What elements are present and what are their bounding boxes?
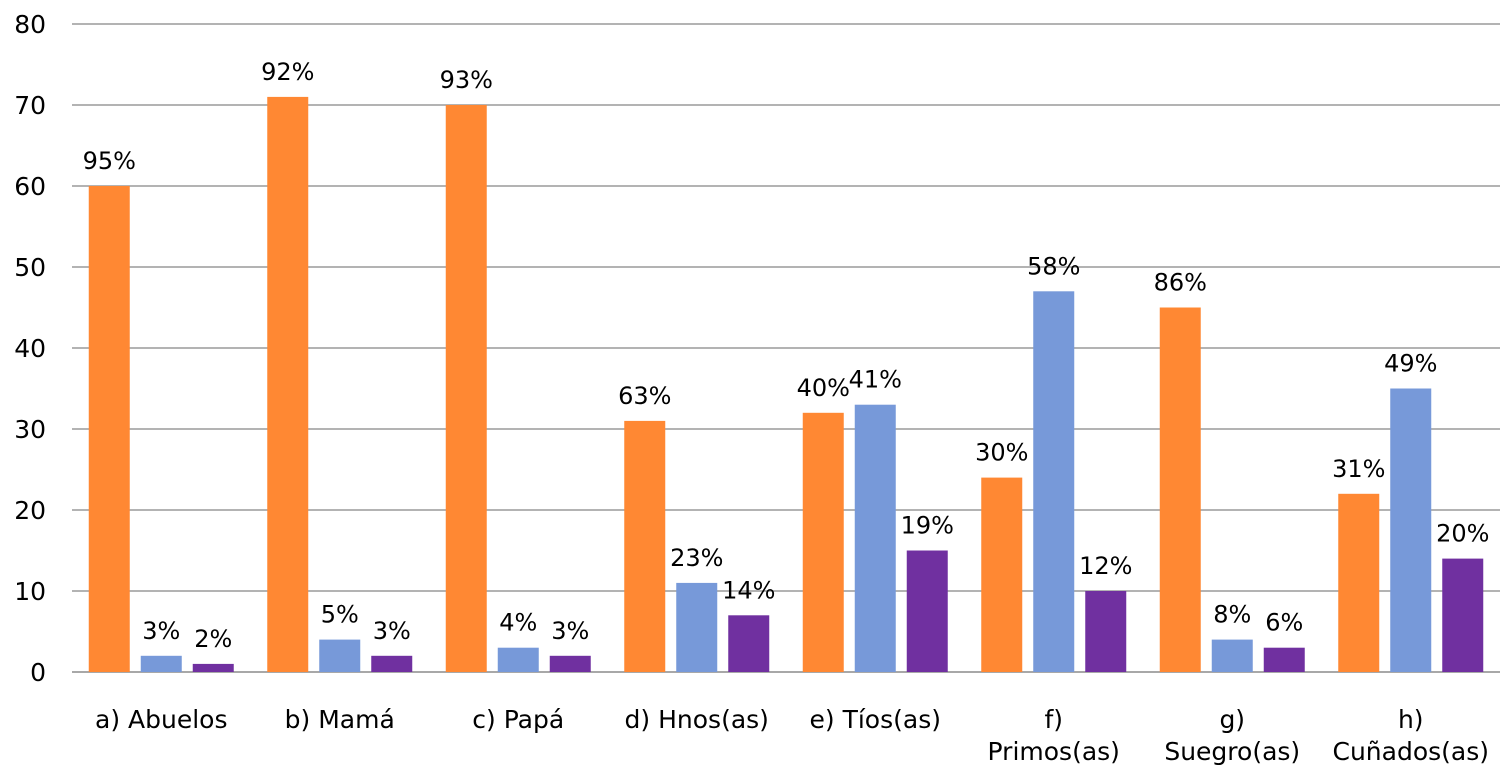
y-tick-label: 80 <box>14 10 46 39</box>
bar <box>1442 558 1484 672</box>
y-tick-label: 30 <box>14 415 46 444</box>
data-label: 3% <box>551 617 589 645</box>
x-category-label: b) Mamá <box>285 705 395 734</box>
data-label: 86% <box>1154 269 1207 297</box>
data-label: 23% <box>670 544 723 572</box>
bars <box>88 96 1484 672</box>
bar <box>497 647 539 672</box>
x-axis-categories: a) Abuelos b) Mamá c) Papá d) Hnos(as) e) Tí… <box>95 705 1489 766</box>
y-tick-label: 50 <box>14 253 46 282</box>
data-label: 95% <box>83 147 136 175</box>
gridlines <box>72 23 1500 673</box>
data-label: 49% <box>1384 350 1437 378</box>
y-tick-label: 20 <box>14 496 46 525</box>
bar <box>1263 647 1305 672</box>
y-tick-label: 10 <box>14 577 46 606</box>
x-category-label: c) Papá <box>472 705 564 734</box>
bar <box>1159 307 1201 672</box>
bar <box>1033 291 1075 672</box>
y-tick-label: 70 <box>14 91 46 120</box>
bar <box>624 420 666 672</box>
bar <box>1390 388 1432 672</box>
bar <box>88 186 130 672</box>
x-category-label: e) Tíos(as) <box>810 705 941 734</box>
data-label: 4% <box>499 609 537 637</box>
data-label: 30% <box>975 439 1028 467</box>
data-label: 19% <box>901 512 954 540</box>
bar <box>1085 591 1127 672</box>
data-label: 93% <box>440 66 493 94</box>
data-label: 41% <box>849 366 902 394</box>
bar <box>267 96 309 672</box>
bar <box>676 582 718 672</box>
bar <box>854 404 896 672</box>
data-label: 12% <box>1079 552 1132 580</box>
bar <box>319 639 361 672</box>
y-tick-label: 60 <box>14 172 46 201</box>
y-tick-label: 40 <box>14 334 46 363</box>
bar <box>1338 493 1380 672</box>
x-category-label: g) Suegro(as) <box>1164 705 1300 766</box>
data-label: 5% <box>321 601 359 629</box>
x-category-label: d) Hnos(as) <box>625 705 769 734</box>
x-category-label: a) Abuelos <box>95 705 227 734</box>
bar <box>371 655 413 672</box>
bar <box>906 550 948 672</box>
data-label: 92% <box>261 58 314 86</box>
data-label: 8% <box>1213 601 1251 629</box>
bar <box>140 655 182 672</box>
bar <box>981 477 1023 672</box>
x-category-label: f) Primos(as) <box>988 705 1120 766</box>
bar <box>1211 639 1253 672</box>
bar <box>549 655 591 672</box>
data-label: 3% <box>142 617 180 645</box>
y-tick-label: 0 <box>30 658 46 687</box>
data-label: 58% <box>1027 252 1080 280</box>
data-label: 6% <box>1265 609 1303 637</box>
bar <box>192 663 234 672</box>
bar <box>728 615 770 672</box>
data-label: 63% <box>618 382 671 410</box>
data-label: 31% <box>1332 455 1385 483</box>
data-label: 3% <box>373 617 411 645</box>
y-axis-ticks: 0 10 20 30 40 50 60 70 80 <box>14 10 46 687</box>
x-category-label: h) Cuñados(as) <box>1332 705 1489 766</box>
data-label: 14% <box>722 576 775 604</box>
bar <box>802 412 844 672</box>
data-label: 40% <box>797 374 850 402</box>
data-labels: 95% 3% 2% 92% 5% 3% 93% 4% 3% 63% 23% 14% 40%41% 19% 3… <box>83 58 1490 653</box>
data-label: 20% <box>1436 520 1489 548</box>
data-label: 2% <box>194 625 232 653</box>
bar <box>445 105 487 672</box>
